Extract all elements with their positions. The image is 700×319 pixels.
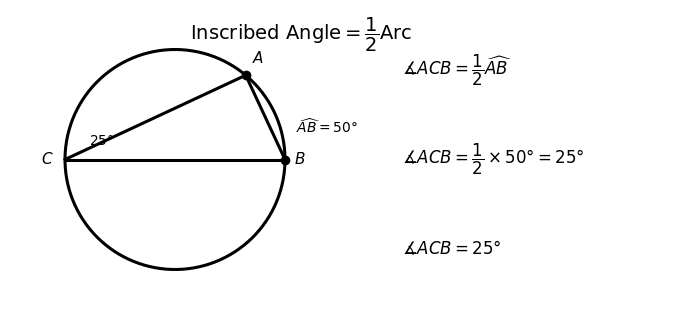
- Text: $\measuredangle ACB = \dfrac{1}{2}\widehat{AB}$: $\measuredangle ACB = \dfrac{1}{2}\wideh…: [402, 53, 512, 88]
- Text: $\measuredangle ACB = \dfrac{1}{2} \times 50° = 25°$: $\measuredangle ACB = \dfrac{1}{2} \time…: [402, 142, 585, 177]
- Text: $B$: $B$: [294, 152, 305, 167]
- Text: $25°$: $25°$: [89, 135, 115, 149]
- Text: $C$: $C$: [41, 152, 54, 167]
- Text: Inscribed Angle$=\dfrac{1}{2}$Arc: Inscribed Angle$=\dfrac{1}{2}$Arc: [190, 16, 412, 54]
- Text: $\measuredangle ACB = 25°$: $\measuredangle ACB = 25°$: [402, 240, 502, 258]
- Text: $A$: $A$: [252, 50, 265, 66]
- Text: $\widehat{AB} = 50°$: $\widehat{AB} = 50°$: [296, 117, 358, 136]
